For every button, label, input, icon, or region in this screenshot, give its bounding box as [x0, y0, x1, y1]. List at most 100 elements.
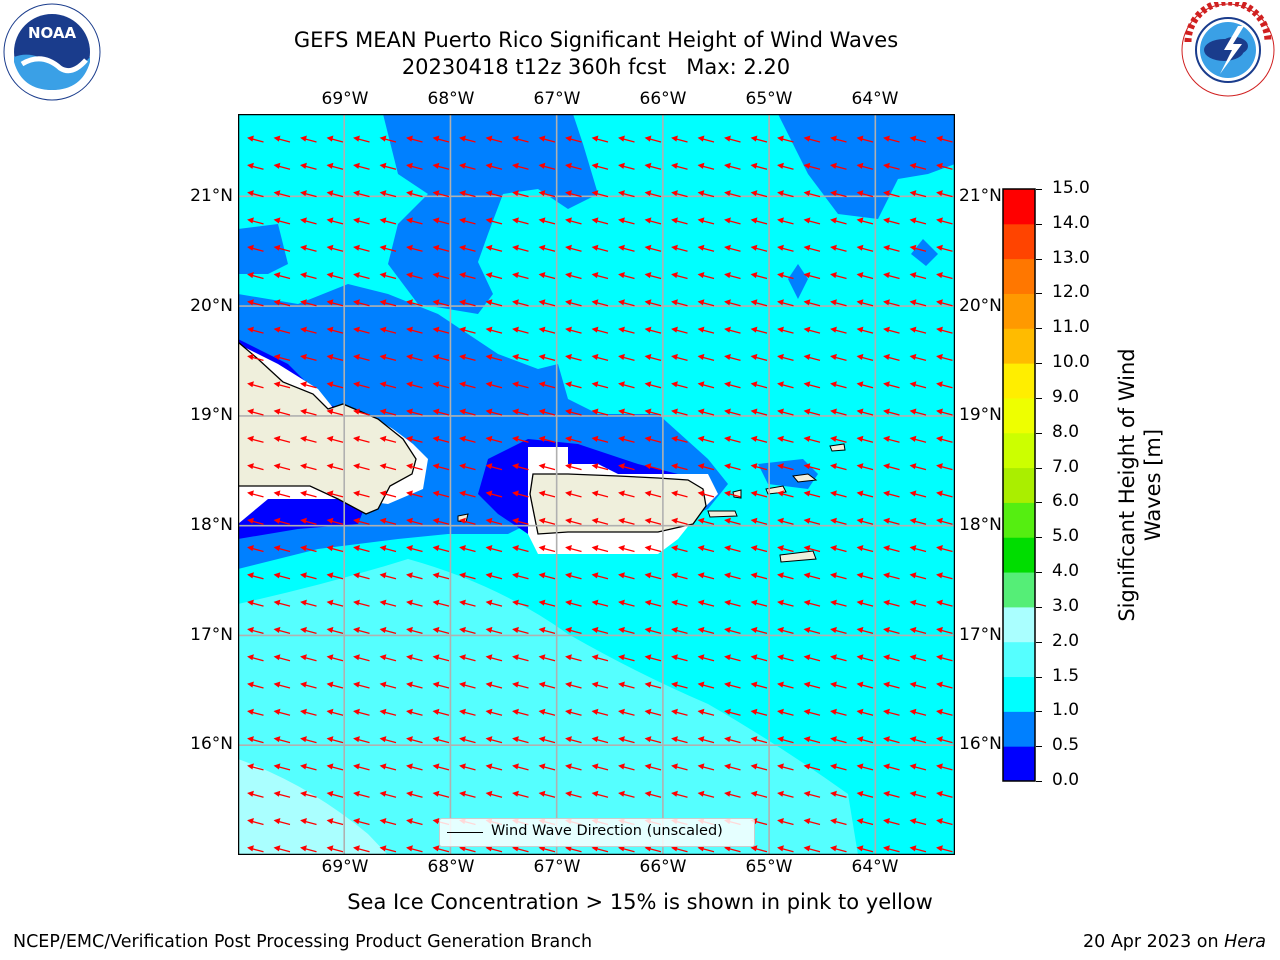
wave-direction-arrowhead — [803, 599, 811, 606]
wave-direction-arrowhead — [909, 463, 917, 470]
wave-direction-arrowhead — [326, 162, 334, 169]
wave-direction-arrowhead — [618, 545, 625, 552]
wave-direction-arrowhead — [432, 408, 440, 415]
wave-direction-arrowhead — [247, 272, 254, 279]
wave-direction-arrowhead — [909, 190, 917, 197]
wave-direction-arrowhead — [247, 708, 254, 715]
wave-direction-arrowhead — [512, 790, 519, 797]
wave-direction-arrowhead — [353, 490, 360, 497]
wave-direction-arrowhead — [697, 790, 705, 797]
wave-direction-arrowhead — [618, 272, 625, 279]
wave-direction-arrowhead — [538, 490, 546, 497]
wave-direction-arrowhead — [671, 708, 678, 715]
wave-direction-arrowhead — [671, 217, 678, 224]
wave-direction-arrowhead — [830, 572, 837, 579]
wave-direction-arrowhead — [777, 681, 784, 688]
wave-direction-arrowhead — [724, 353, 731, 360]
field-0p5-1 — [778, 114, 955, 219]
wave-direction-arrowhead — [936, 381, 943, 388]
wave-direction-arrowhead — [432, 490, 440, 497]
colorbar-tick-mark — [1036, 711, 1042, 713]
wave-direction-arrowhead — [777, 517, 784, 524]
wave-direction-arrowhead — [671, 681, 678, 688]
wave-direction-arrowhead — [724, 244, 731, 251]
wave-direction-arrowhead — [671, 162, 678, 169]
wave-direction-arrowhead — [856, 572, 864, 579]
wave-direction-arrowhead — [803, 681, 811, 688]
colorbar-tick-mark — [1036, 746, 1042, 748]
wave-direction-arrowhead — [485, 353, 493, 360]
chart-title: GEFS MEAN Puerto Rico Significant Height… — [293, 28, 899, 52]
wave-direction-arrowhead — [644, 572, 652, 579]
wave-direction-arrowhead — [644, 190, 652, 197]
wave-direction-arrowhead — [936, 763, 943, 770]
wave-direction-arrowhead — [353, 381, 360, 388]
wave-direction-arrowhead — [247, 736, 254, 743]
legend-line-swatch — [447, 832, 483, 833]
wave-direction-arrowhead — [750, 490, 758, 497]
wave-direction-arrowhead — [247, 654, 254, 661]
wave-direction-arrowhead — [618, 435, 625, 442]
wave-direction-arrowhead — [485, 845, 493, 852]
wave-direction-arrowhead — [936, 490, 943, 497]
wave-direction-arrowhead — [538, 736, 546, 743]
wave-direction-arrowhead — [591, 681, 599, 688]
wave-direction-arrowhead — [750, 217, 758, 224]
wave-direction-arrowhead — [512, 135, 519, 142]
wave-direction-arrowhead — [830, 435, 837, 442]
wave-direction-arrowhead — [830, 763, 837, 770]
wave-direction-arrowhead — [353, 845, 360, 852]
wave-direction-arrowhead — [697, 572, 705, 579]
wave-direction-arrowhead — [432, 326, 440, 333]
wave-direction-arrowhead — [803, 381, 811, 388]
wave-direction-arrowhead — [883, 135, 890, 142]
wave-direction-arrowhead — [936, 517, 943, 524]
wave-direction-arrowhead — [300, 162, 307, 169]
wave-direction-arrowhead — [644, 708, 652, 715]
wave-direction-arrowhead — [485, 681, 493, 688]
wave-direction-arrowhead — [856, 545, 864, 552]
wave-direction-arrowhead — [644, 272, 652, 279]
wave-direction-arrowhead — [750, 654, 758, 661]
wave-direction-arrowhead — [644, 763, 652, 770]
wave-direction-arrowhead — [538, 135, 546, 142]
wave-direction-arrowhead — [803, 626, 811, 633]
wave-direction-arrowhead — [353, 818, 360, 825]
wave-direction-arrowhead — [406, 217, 413, 224]
wave-direction-arrowhead — [273, 217, 281, 224]
wave-direction-arrowhead — [432, 517, 440, 524]
wave-direction-arrowhead — [936, 244, 943, 251]
wave-direction-arrowhead — [512, 244, 519, 251]
lon-label-bottom: 65°W — [745, 857, 793, 877]
wave-direction-arrowhead — [432, 599, 440, 606]
wave-direction-arrowhead — [273, 790, 281, 797]
wave-direction-arrowhead — [432, 244, 440, 251]
colorbar-segment — [1003, 328, 1035, 364]
wave-direction-arrowhead — [565, 217, 572, 224]
wave-direction-arrowhead — [459, 190, 466, 197]
wave-direction-arrowhead — [697, 135, 705, 142]
wave-direction-arrowhead — [512, 599, 519, 606]
wave-direction-arrowhead — [777, 244, 784, 251]
wave-direction-arrowhead — [538, 190, 546, 197]
wave-direction-arrowhead — [936, 353, 943, 360]
lat-label-left: 18°N — [190, 515, 233, 535]
wave-direction-arrowhead — [485, 572, 493, 579]
colorbar-tick-label: 10.0 — [1052, 352, 1090, 373]
colorbar-segment — [1003, 189, 1035, 225]
wave-direction-arrowhead — [353, 763, 360, 770]
vieques-island — [707, 510, 738, 518]
wave-direction-arrowhead — [618, 654, 625, 661]
wave-direction-arrowhead — [909, 490, 917, 497]
wave-direction-arrowhead — [856, 244, 864, 251]
wave-direction-arrowhead — [538, 599, 546, 606]
wave-direction-arrowhead — [459, 599, 466, 606]
wave-direction-arrowhead — [909, 545, 917, 552]
wave-direction-arrowhead — [432, 818, 440, 825]
wave-direction-arrowhead — [830, 626, 837, 633]
wave-direction-arrowhead — [697, 681, 705, 688]
colorbar-label: Significant Height of Wind Waves [m] — [1115, 348, 1165, 622]
wave-direction-arrowhead — [777, 545, 784, 552]
wave-direction-arrowhead — [565, 408, 572, 415]
wave-direction-arrowhead — [300, 845, 307, 852]
